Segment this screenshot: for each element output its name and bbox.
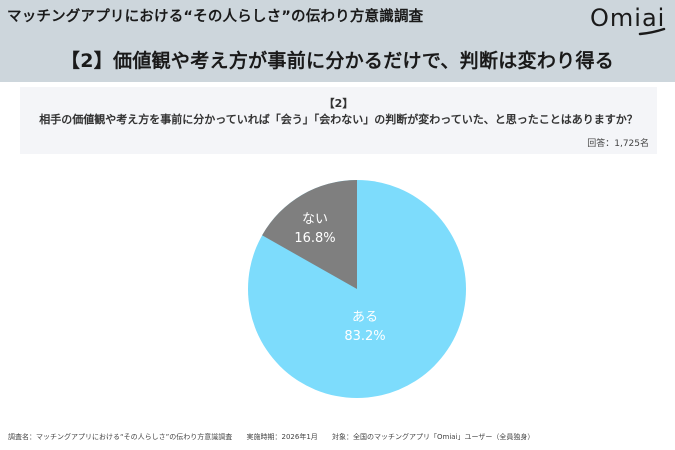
slice-label-yes: ある 83.2% (340, 308, 390, 346)
question-number: 【2】 (323, 97, 354, 110)
footer-notes: 調査名：マッチングアプリにおける“その人らしさ”の伝わり方意識調査 実施時期：2… (8, 432, 546, 442)
slice-label-yes-value: 83.2% (344, 329, 386, 344)
slice-label-no: ない 16.8% (290, 210, 340, 248)
logo-swoosh-icon (638, 27, 666, 36)
footer-period: 実施時期：2026年1月 (246, 433, 318, 441)
footer-survey-name: 調査名：マッチングアプリにおける“その人らしさ”の伝わり方意識調査 (8, 433, 233, 441)
question-text: 相手の価値観や考え方を事前に分かっていれば「会う」「会わない」の判断が変わってい… (39, 113, 638, 126)
logo-text: Omiai (590, 4, 666, 32)
slice-label-yes-name: ある (351, 310, 378, 325)
slice-label-no-value: 16.8% (294, 231, 336, 246)
omiai-logo: Omiai (590, 4, 670, 38)
header-band: マッチングアプリにおける“その人らしさ”の伝わり方意識調査 Omiai 【2】価… (0, 0, 675, 82)
question-box: 【2】 相手の価値観や考え方を事前に分かっていれば「会う」「会わない」の判断が変… (20, 87, 657, 154)
respondent-count: 回答：1,725名 (587, 139, 649, 149)
footer-target: 対象：全国のマッチングアプリ「Omiai」ユーザー（全員独身） (332, 433, 535, 441)
pie-slice-no (262, 179, 357, 289)
page-headline: 【2】価値観や考え方が事前に分かるだけで、判断は変わり得る (60, 50, 615, 72)
survey-title: マッチングアプリにおける“その人らしさ”の伝わり方意識調査 (7, 9, 424, 25)
slice-label-no-name: ない (301, 212, 328, 227)
